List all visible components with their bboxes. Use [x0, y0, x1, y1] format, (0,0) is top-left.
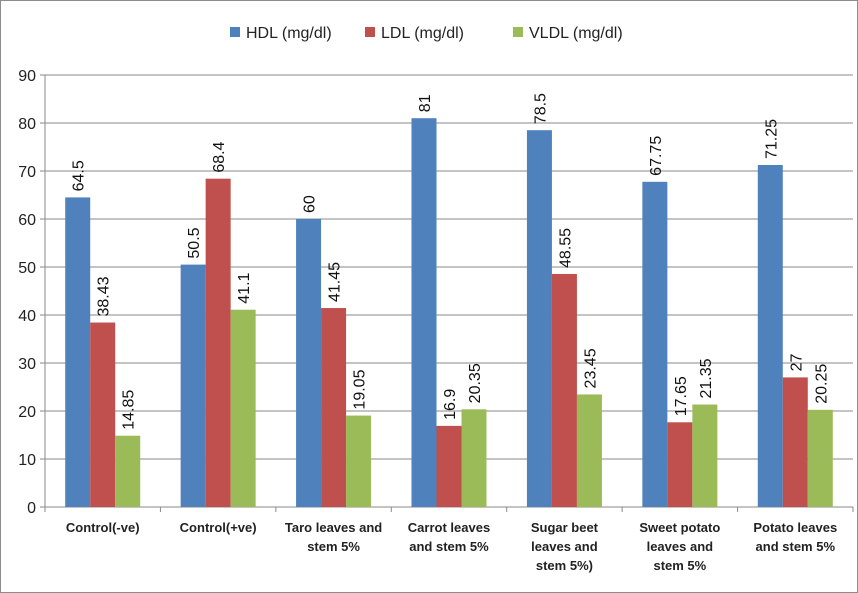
legend-label: VLDL (mg/dl)	[529, 25, 623, 42]
bar	[807, 409, 833, 507]
x-tick-label: Taro leaves and	[285, 520, 382, 535]
y-tick-label: 30	[18, 356, 36, 373]
data-label: 60	[302, 195, 319, 213]
bar	[230, 309, 256, 507]
x-tick-label: Sweet potato	[639, 520, 720, 535]
data-label: 19.05	[352, 369, 369, 409]
bar	[180, 264, 206, 507]
bar	[321, 308, 347, 507]
legend-swatch	[365, 27, 375, 37]
x-tick-label: leaves and	[647, 539, 714, 554]
bar	[65, 197, 91, 507]
data-label: 41.1	[236, 272, 253, 303]
x-tick-label: Potato leaves	[753, 520, 837, 535]
data-label: 23.45	[582, 348, 599, 388]
data-label: 14.85	[121, 390, 138, 430]
data-label: 81	[417, 94, 434, 112]
bar	[90, 322, 116, 507]
y-tick-label: 40	[18, 308, 36, 325]
x-tick-label: Control(-ve)	[66, 520, 140, 535]
legend-label: LDL (mg/dl)	[381, 25, 464, 42]
x-tick-label: and stem 5%	[756, 539, 836, 554]
data-label: 17.65	[673, 376, 690, 416]
x-tick-label: leaves and	[531, 539, 598, 554]
data-label: 48.55	[557, 228, 574, 268]
bar	[115, 435, 141, 507]
bar	[551, 273, 577, 507]
bar	[692, 404, 718, 507]
y-tick-label: 90	[18, 68, 36, 85]
data-label: 21.35	[698, 358, 715, 398]
data-label: 27	[788, 354, 805, 372]
data-label: 20.35	[467, 363, 484, 403]
data-label: 71.25	[763, 119, 780, 159]
x-tick-label: stem 5%	[653, 558, 706, 573]
bar	[782, 377, 808, 507]
bar	[205, 178, 231, 507]
y-tick-label: 50	[18, 260, 36, 277]
bar	[526, 130, 552, 507]
x-tick-label: Sugar beet	[531, 520, 599, 535]
y-tick-label: 0	[27, 500, 36, 517]
data-label: 67.75	[648, 136, 665, 176]
bar	[411, 118, 437, 507]
bar	[346, 415, 372, 507]
data-label: 20.25	[813, 364, 830, 404]
y-tick-label: 70	[18, 164, 36, 181]
legend-label: HDL (mg/dl)	[246, 25, 332, 42]
data-label: 68.4	[211, 141, 228, 172]
bar	[757, 165, 783, 507]
x-tick-label: stem 5%	[307, 539, 360, 554]
y-tick-label: 20	[18, 404, 36, 421]
y-tick-label: 60	[18, 212, 36, 229]
y-tick-label: 10	[18, 452, 36, 469]
x-tick-label: stem 5%)	[536, 558, 593, 573]
bar	[436, 425, 462, 507]
legend-swatch	[513, 27, 523, 37]
y-tick-label: 80	[18, 116, 36, 133]
data-label: 16.9	[442, 389, 459, 420]
bar	[461, 409, 487, 507]
data-label: 38.43	[96, 276, 113, 316]
data-label: 64.5	[71, 160, 88, 191]
x-tick-label: Control(+ve)	[180, 520, 257, 535]
data-label: 41.45	[327, 262, 344, 302]
bar	[296, 219, 322, 507]
bar	[576, 394, 602, 507]
bar	[667, 422, 693, 507]
legend-swatch	[230, 27, 240, 37]
data-label: 78.5	[532, 93, 549, 124]
bar	[642, 181, 668, 508]
x-tick-label: Carrot leaves	[408, 520, 490, 535]
data-label: 50.5	[186, 227, 203, 258]
x-tick-label: and stem 5%	[409, 539, 489, 554]
